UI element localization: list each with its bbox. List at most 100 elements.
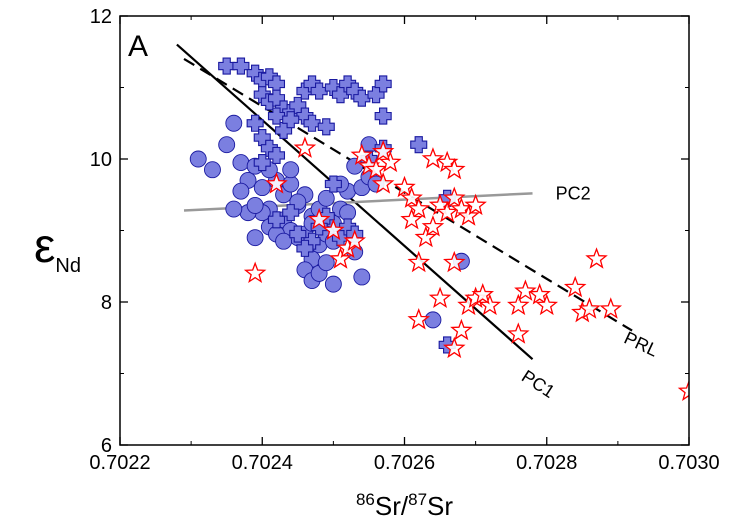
circle-point [225, 200, 243, 218]
star-point [443, 250, 466, 273]
star-point [265, 172, 288, 194]
star-point [428, 286, 452, 309]
star-point [343, 229, 366, 251]
x-tick-label: 0.7028 [516, 452, 577, 474]
cross-point [353, 89, 371, 107]
star-point [371, 172, 395, 194]
pc1-label: PC1 [518, 366, 558, 402]
circle-point [232, 154, 250, 172]
x-axis-label-text: Sr [427, 491, 453, 521]
star-point [563, 275, 587, 298]
plot-area [176, 43, 689, 401]
star-point [407, 308, 431, 330]
star-point [243, 261, 267, 283]
y-axis-label-sub: Nd [55, 255, 81, 277]
prl-line [183, 57, 633, 332]
circle-point [246, 229, 264, 247]
star-point [435, 200, 459, 223]
circle-point [232, 182, 250, 200]
circle-point [282, 175, 300, 193]
circle-point [353, 268, 371, 286]
star-point [677, 379, 689, 401]
star-point [507, 293, 530, 316]
star-point [414, 225, 438, 248]
y-axis-label-main: ε [34, 220, 55, 273]
x-tick-label: 0.7022 [89, 452, 150, 474]
circle-point [424, 311, 442, 329]
star-point [350, 143, 374, 166]
star-point [535, 293, 559, 316]
cross-point [324, 175, 342, 193]
x-tick-label: 0.7030 [658, 452, 719, 474]
star-point [443, 186, 466, 208]
cross-point [317, 118, 335, 136]
cross-point [374, 75, 392, 93]
star-point [421, 147, 445, 169]
star-point [407, 250, 431, 273]
y-tick-label: 6 [101, 435, 112, 457]
x-tick-label: 0.7024 [232, 452, 293, 474]
y-tick-label: 12 [90, 6, 112, 28]
cross-point [232, 57, 250, 75]
cross-point [410, 136, 428, 154]
circle-point [189, 150, 207, 168]
star-point [378, 150, 402, 173]
cross-point [296, 239, 314, 257]
star-point [329, 247, 352, 269]
x-tick-label: 0.7026 [374, 452, 435, 474]
circle-point [275, 232, 293, 250]
circle-point [246, 197, 264, 214]
cross-point [282, 204, 300, 222]
star-point [307, 207, 331, 230]
circle-point [317, 254, 335, 272]
cross-point [253, 154, 271, 172]
cross-point [289, 225, 307, 243]
y-axis-label: εNd [34, 220, 81, 277]
prl-label: PRL [621, 328, 661, 361]
star-point [443, 336, 466, 359]
x-axis-label-text: Sr/ [375, 491, 409, 521]
cross-point [282, 111, 300, 129]
circle-point [204, 161, 221, 179]
pc2-label: PC2 [556, 183, 591, 203]
circle-point [225, 114, 243, 132]
cross-point [267, 211, 286, 229]
star-point [400, 186, 423, 208]
circle-point [218, 136, 236, 154]
star-point [400, 207, 423, 230]
star-point [443, 157, 466, 180]
cross-point [310, 82, 328, 100]
x-axis-label-sup: 86 [356, 490, 375, 509]
cross-point [267, 146, 286, 164]
circle-point [282, 161, 300, 179]
circle-point [253, 179, 271, 197]
star-point [364, 157, 388, 180]
cross-point [218, 57, 236, 75]
cross-point [374, 107, 392, 125]
panel-label: A [128, 30, 148, 63]
star-point [471, 282, 495, 305]
x-axis-label: 86Sr/87Sr [356, 490, 453, 521]
star-point [457, 204, 480, 226]
star-point [599, 297, 623, 319]
star-point [514, 279, 537, 301]
star-point [393, 175, 416, 198]
star-point [528, 282, 551, 305]
y-tick-label: 8 [101, 292, 112, 314]
star-point [450, 318, 473, 341]
star-point [421, 215, 445, 237]
cross-point [303, 114, 321, 132]
star-point [478, 293, 502, 316]
circle-point [324, 275, 342, 293]
star-point [578, 297, 601, 319]
cross-point [267, 107, 286, 125]
plot-frame [119, 15, 690, 446]
star-point [407, 197, 431, 219]
star-point [293, 136, 317, 158]
star-point [507, 322, 530, 344]
star-point [464, 193, 487, 216]
axes: PC2 PRL PC1 0.7022 0.7024 0.7026 0.7028 0.7030 6… [34, 6, 720, 521]
star-point [585, 247, 608, 269]
star-point [371, 139, 395, 162]
